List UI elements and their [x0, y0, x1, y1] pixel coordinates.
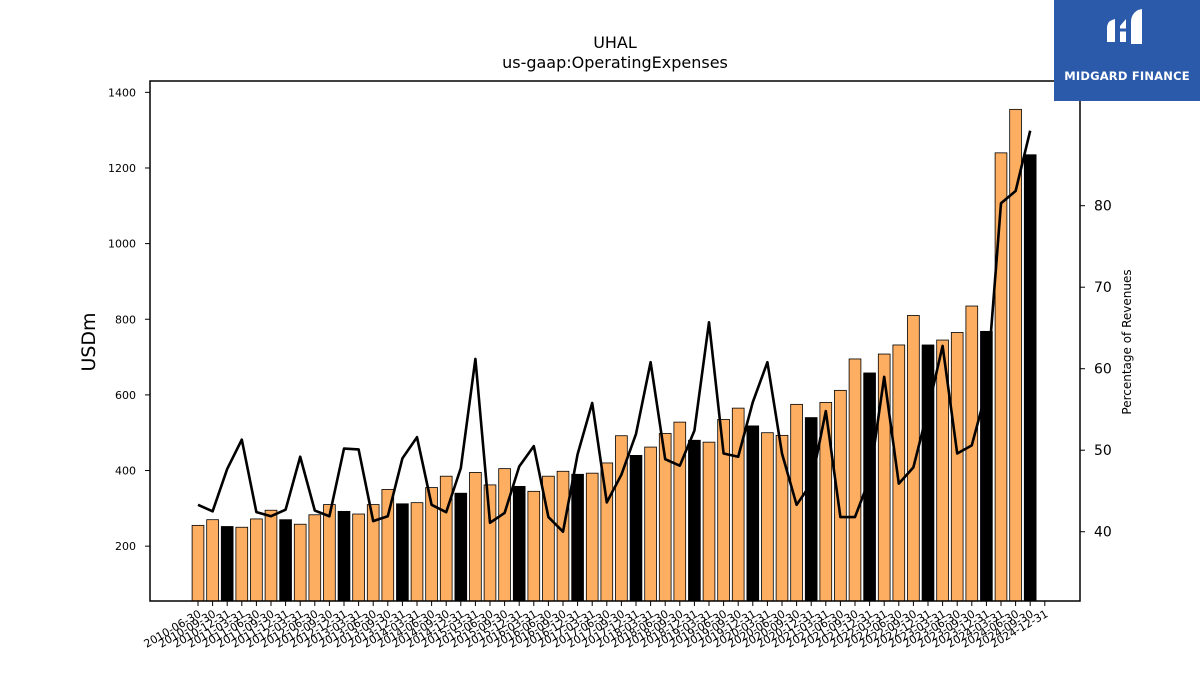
bar: [980, 330, 993, 602]
bar: [746, 425, 760, 602]
bar: [629, 454, 643, 602]
logo-mark-icon: [1107, 9, 1142, 44]
bar: [250, 518, 263, 602]
bar: [848, 358, 862, 602]
plot-frame: [149, 80, 1081, 602]
bar: [498, 468, 511, 602]
x-ticks: 2010-06-302010-09-302010-12-312011-03-31…: [142, 601, 1050, 651]
y-ticks: 200 400 600 800 1000 1200 1400: [108, 86, 150, 553]
midgard-finance-logo: MIDGARD FINANCE: [1054, 0, 1200, 101]
chart-title: UHAL: [593, 33, 637, 52]
bar: [206, 519, 219, 602]
bar: [892, 344, 906, 602]
bar: [556, 470, 570, 602]
y-tick-label: 800: [115, 313, 136, 326]
y2-tick-label: 80: [1094, 199, 1112, 215]
y2-tick-label: 70: [1094, 280, 1112, 296]
bar: [483, 484, 497, 602]
bars-group: [191, 108, 1037, 602]
percent-of-revenues-line: [197, 130, 1032, 534]
bar: [585, 472, 599, 602]
bar: [688, 439, 701, 602]
bar: [191, 524, 205, 602]
y-axis-label: USDm: [78, 312, 100, 371]
bar: [410, 502, 424, 602]
bar: [775, 434, 789, 602]
bar: [235, 526, 249, 602]
y-tick-label: 200: [115, 540, 136, 553]
y2-ticks: 40 50 60 70 80: [1080, 199, 1112, 541]
bar: [512, 486, 526, 602]
bar: [264, 509, 278, 602]
y2-axis-label: Percentage of Revenues: [1120, 269, 1134, 414]
bar: [469, 472, 482, 602]
bar: [279, 519, 292, 602]
bar: [352, 513, 365, 602]
bar: [439, 475, 453, 602]
y-tick-label: 400: [115, 465, 136, 478]
bar: [804, 417, 818, 602]
bar: [600, 462, 614, 602]
bar: [337, 510, 351, 602]
bar: [571, 473, 584, 602]
bar: [644, 446, 657, 602]
y-tick-label: 1000: [108, 238, 136, 251]
bar: [965, 305, 979, 602]
bar: [293, 523, 307, 602]
bar: [702, 441, 716, 602]
y2-tick-label: 40: [1094, 525, 1112, 541]
bar: [673, 421, 687, 602]
bar: [527, 490, 541, 602]
bar: [907, 315, 920, 602]
bar: [396, 503, 409, 602]
y-tick-label: 1400: [108, 86, 136, 99]
chart-subtitle: us-gaap:OperatingExpenses: [502, 53, 728, 72]
bar: [921, 344, 935, 602]
bar: [308, 514, 322, 602]
y-tick-label: 600: [115, 389, 136, 402]
brand-name: MIDGARD FINANCE: [1064, 69, 1190, 83]
bar: [323, 504, 336, 602]
bar: [950, 332, 964, 602]
bar: [1023, 154, 1037, 602]
y2-tick-label: 60: [1094, 362, 1112, 378]
bar: [220, 526, 234, 602]
bar: [381, 489, 395, 602]
y-tick-label: 1200: [108, 162, 136, 175]
bar: [994, 152, 1008, 602]
bar: [1009, 108, 1022, 602]
bar: [761, 432, 774, 602]
bar: [454, 492, 468, 602]
bar: [877, 353, 891, 602]
y2-tick-label: 50: [1094, 443, 1112, 459]
